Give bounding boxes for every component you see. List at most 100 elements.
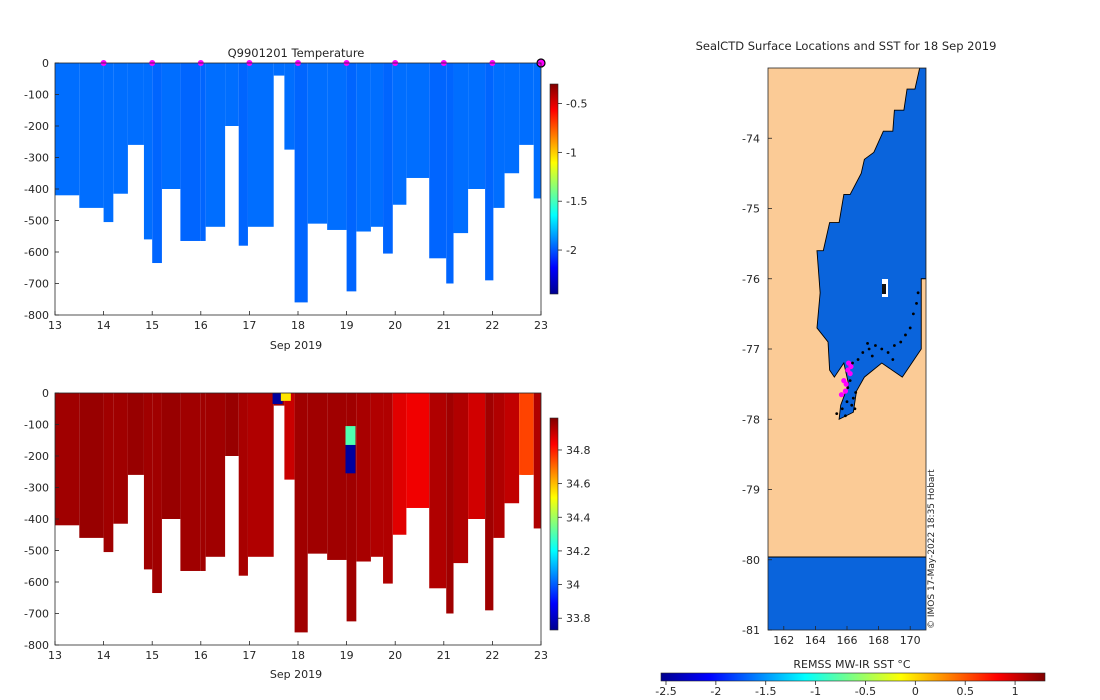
map-gap-dark xyxy=(882,284,886,294)
profile-bar xyxy=(79,63,104,208)
x-tick-label: 15 xyxy=(145,649,159,662)
profile-bar xyxy=(392,63,407,205)
x-tick-label: 23 xyxy=(534,649,548,662)
profile-bar xyxy=(127,63,144,145)
sst-colorbar-tick-label: -2 xyxy=(710,685,721,698)
profile-bar xyxy=(453,393,469,564)
seal-track-point xyxy=(853,407,857,411)
map-y-tick-label: -80 xyxy=(742,554,760,567)
x-tick-label: 17 xyxy=(242,319,256,332)
sst-colorbar-tick-label: 0 xyxy=(912,685,919,698)
sst-colorbar-tick-label: -2.5 xyxy=(655,685,676,698)
profile-bar xyxy=(247,393,274,557)
map-y-tick-label: -76 xyxy=(742,273,760,286)
seal-track-point xyxy=(851,396,855,400)
sst-colorbar-tick-label: -1 xyxy=(810,685,821,698)
temperature-colorbar xyxy=(549,83,559,295)
y-tick-label: -600 xyxy=(24,576,49,589)
profile-bar xyxy=(152,393,162,594)
profile-bar xyxy=(152,63,162,264)
colorbar-tick-label: 34 xyxy=(566,579,580,592)
profile-bar xyxy=(55,63,80,196)
y-tick-label: -200 xyxy=(24,120,49,133)
x-tick-label: 18 xyxy=(291,649,305,662)
profile-bar xyxy=(429,63,447,259)
salinity-anomaly-cell xyxy=(272,393,283,405)
profile-bar xyxy=(446,63,454,284)
y-tick-label: -500 xyxy=(24,545,49,558)
seal-track-point xyxy=(870,354,874,358)
x-tick-label: 23 xyxy=(534,319,548,332)
profile-bar xyxy=(307,63,328,224)
profile-bar xyxy=(485,63,494,281)
sst-colorbar xyxy=(660,672,1046,682)
x-tick-label: 15 xyxy=(145,319,159,332)
colorbar-tick-label: 34.2 xyxy=(566,545,591,558)
x-tick-label: 14 xyxy=(97,319,111,332)
map-x-tick-label: 168 xyxy=(868,634,889,647)
profile-bar xyxy=(273,63,285,76)
x-tick-label: 22 xyxy=(485,319,499,332)
seal-track-point xyxy=(866,341,869,345)
profile-bar xyxy=(113,393,128,524)
sst-colorbar-tick-label: -1.5 xyxy=(755,685,776,698)
seal-track-point xyxy=(874,344,877,347)
y-tick-label: -700 xyxy=(24,278,49,291)
map-selected-locations xyxy=(838,360,854,398)
map-layers xyxy=(768,68,926,630)
x-tick-label: 16 xyxy=(194,649,208,662)
seal-track-point xyxy=(835,412,839,416)
sst-colorbar-label: REMSS MW-IR SST °C xyxy=(793,658,911,671)
profile-bar xyxy=(504,393,520,504)
y-tick-label: -400 xyxy=(24,513,49,526)
seal-track-point xyxy=(848,379,852,383)
map-x-tick-label: 162 xyxy=(773,634,794,647)
temperature-title: Q9901201 Temperature xyxy=(228,46,365,60)
map-axes: 162 164 166 168 170 -74 -75 -76 -77 -78 -79 -80 -81 xyxy=(742,132,921,647)
seal-track-point xyxy=(916,291,920,295)
sst-colorbar-tick-label: -0.5 xyxy=(855,685,876,698)
profile-bar xyxy=(103,393,114,553)
colorbar-tick-label: -2 xyxy=(566,244,577,257)
profile-bar xyxy=(113,63,128,194)
x-tick-label: 13 xyxy=(48,649,62,662)
profile-bar xyxy=(356,393,371,562)
seal-track-point xyxy=(850,403,854,407)
seal-track-point xyxy=(911,312,915,316)
colorbar-tick-label: -0.5 xyxy=(566,98,587,111)
x-tick-label: 19 xyxy=(340,649,354,662)
colorbar-tick-label: 34.8 xyxy=(566,444,591,457)
profile-bar xyxy=(370,63,384,227)
salinity-anomaly-cell xyxy=(521,393,532,475)
profile-bar xyxy=(533,393,541,529)
temperature-profiles xyxy=(55,58,546,303)
profile-bar xyxy=(346,63,357,292)
profile-bar xyxy=(55,393,80,526)
profile-bar xyxy=(406,63,430,178)
temperature-section: Q9901201 Temperature 13 14 15 16 17 18 19 20 21 2… xyxy=(24,46,587,352)
y-tick-label: -800 xyxy=(24,309,49,322)
profile-bar xyxy=(180,393,201,571)
x-tick-label: 20 xyxy=(388,319,402,332)
profile-bar xyxy=(406,393,430,508)
profile-bar xyxy=(429,393,447,589)
y-tick-label: -800 xyxy=(24,639,49,652)
profile-bar xyxy=(247,63,274,227)
selected-location-point xyxy=(842,388,849,394)
profile-bar xyxy=(200,393,206,571)
y-tick-label: -200 xyxy=(24,450,49,463)
salinity-colorbar xyxy=(549,417,559,631)
profile-bar xyxy=(468,393,486,519)
profile-bar xyxy=(493,63,505,208)
profile-bar xyxy=(356,63,371,232)
map-y-tick-label: -74 xyxy=(742,132,760,145)
profile-bar xyxy=(205,393,226,557)
seal-track-point xyxy=(856,358,860,361)
imos-credit: © IMOS 17-May-2022 18:35 Hobart xyxy=(927,469,937,629)
x-tick-label: 17 xyxy=(242,649,256,662)
map-y-tick-label: -75 xyxy=(742,203,760,216)
profile-bar xyxy=(200,63,206,241)
x-tick-label: 18 xyxy=(291,319,305,332)
map-ross-sea-sst xyxy=(816,68,926,421)
